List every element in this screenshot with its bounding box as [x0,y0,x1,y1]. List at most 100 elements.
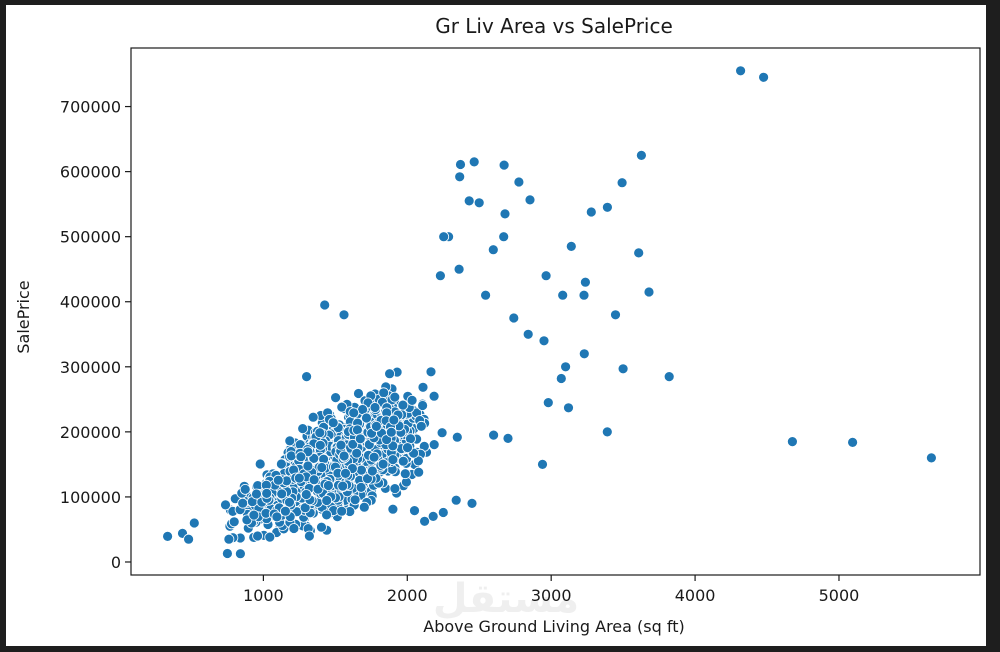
data-point [327,417,339,429]
data-point [560,361,571,373]
data-point [473,197,485,209]
y-tick-label: 300000 [60,358,121,377]
x-tick-label: 1000 [243,586,284,605]
data-point [220,499,231,511]
data-point [384,368,396,380]
data-point [388,414,400,426]
data-point [234,548,246,560]
x-tick-label: 4000 [675,586,716,605]
data-point [563,402,574,414]
data-point [319,299,331,311]
data-point [542,397,554,409]
data-point [565,240,577,252]
data-point [508,312,520,324]
data-point [643,286,655,298]
data-point [633,247,645,259]
data-point [428,439,440,451]
data-point [228,516,240,528]
data-point [347,438,359,450]
chart-title: Gr Liv Area vs SalePrice [435,14,673,38]
data-point [617,363,629,375]
data-point [355,481,367,493]
data-point [406,394,418,406]
scatter-chart: Gr Liv Area vs SalePrice مستقل 1000 2000 3… [14,14,981,636]
data-point [349,494,361,506]
x-tick-label: 5000 [819,586,860,605]
data-point [355,464,367,476]
data-point [926,452,937,464]
data-point [162,531,174,542]
data-point [276,488,288,500]
x-axis-ticks: 1000 2000 3000 4000 5000 [243,575,859,605]
data-point [468,156,480,168]
data-point [183,533,195,545]
data-point [251,488,262,500]
data-point [284,435,296,447]
data-point [254,458,266,470]
data-point [463,195,475,207]
data-point [239,483,251,495]
data-point [366,465,378,477]
data-point [221,548,233,559]
y-tick-label: 600000 [60,163,121,182]
data-point [419,515,431,527]
data-point [397,399,409,411]
data-point [336,505,348,517]
data-point [498,159,510,171]
x-tick-label: 2000 [387,586,428,605]
data-point [417,400,429,411]
data-point [488,429,500,441]
data-point [450,494,462,506]
data-point [522,328,534,340]
data-point [502,432,514,444]
data-point [412,455,424,467]
data-point [436,427,448,439]
data-point [378,387,390,399]
data-point [636,149,647,161]
y-tick-label: 700000 [60,98,121,117]
window-edge [986,0,1000,652]
data-point [847,436,858,448]
y-tick-label: 0 [111,553,121,572]
data-point [330,392,342,404]
y-tick-label: 500000 [60,228,121,247]
data-point [300,489,312,500]
data-point [480,289,492,301]
data-point [415,420,427,432]
y-tick-label: 100000 [60,488,121,507]
x-axis-label: Above Ground Living Area (sq ft) [423,617,684,636]
data-point [499,208,511,220]
data-point [351,424,363,436]
data-point [787,436,798,448]
figure-canvas: Gr Liv Area vs SalePrice مستقل 1000 2000 3… [6,5,986,646]
data-point [368,451,380,463]
data-point [578,348,590,360]
data-point [252,530,264,542]
data-point [314,427,326,439]
data-point [557,289,569,301]
data-point [369,402,381,413]
data-point [223,533,235,545]
data-point [735,65,746,77]
data-point [338,450,350,462]
data-point [322,480,334,491]
data-point [409,505,420,517]
data-point [580,276,591,288]
data-point [314,439,326,451]
data-point [427,510,439,522]
data-point [271,511,283,523]
data-point [261,487,273,499]
data-point [389,391,401,403]
data-point [303,530,315,542]
data-points [162,65,937,560]
data-point [237,497,249,509]
data-point [188,517,200,529]
data-point [370,420,382,432]
data-point [413,466,425,478]
data-point [601,426,613,438]
data-point [454,171,466,183]
data-point [397,455,409,467]
data-point [338,309,350,321]
data-point [540,270,552,282]
watermark-logo: مستقل [433,576,579,622]
